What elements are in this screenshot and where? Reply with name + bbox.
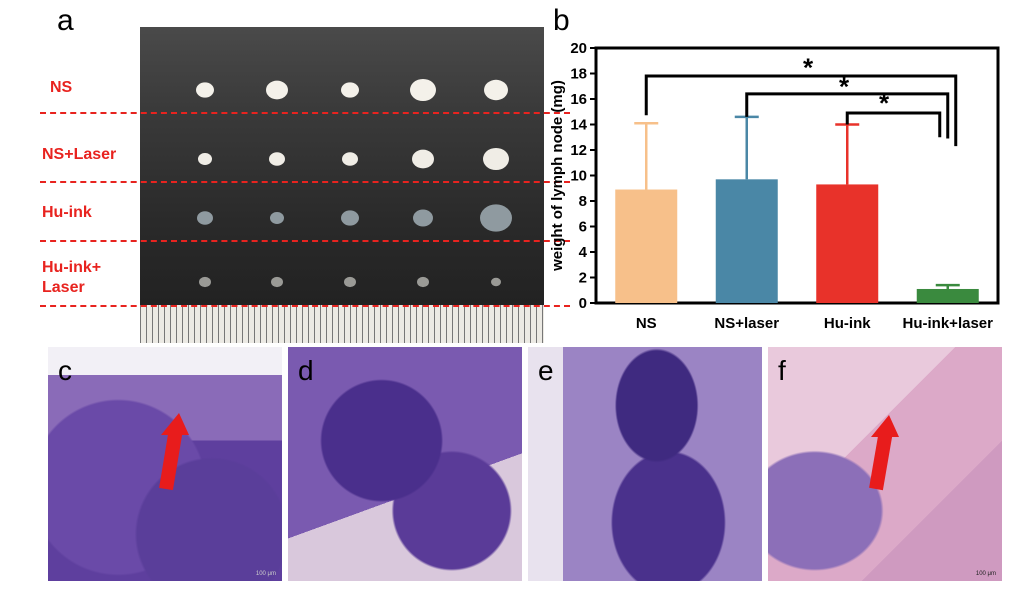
y-tick-label: 2 [579, 270, 587, 287]
panel-label-e: e [538, 355, 554, 386]
significance-star: * [839, 72, 850, 102]
lymph-node [271, 276, 283, 288]
significance-bracket [644, 74, 958, 147]
y-tick-label: 14 [570, 117, 587, 134]
panel-label-f: f [778, 355, 786, 386]
group-label-hu-ink-laser-2: Laser [42, 279, 85, 296]
lymph-node [342, 152, 358, 166]
lymph-node [270, 212, 284, 224]
lymph-node [413, 209, 433, 227]
bar-3 [916, 288, 979, 303]
panel-label-a: a [57, 4, 74, 37]
lymph-node [480, 204, 512, 232]
significance-star: * [879, 88, 890, 118]
lymph-node-samples [196, 78, 512, 288]
y-tick-label: 4 [579, 244, 588, 261]
y-tick-label: 20 [570, 40, 587, 57]
lymph-node [196, 82, 214, 98]
x-tick-label: NS+laser [714, 315, 779, 332]
lymph-node [410, 78, 436, 102]
lymph-node [197, 211, 213, 225]
lymph-node [341, 82, 359, 98]
divider-line [40, 240, 570, 242]
y-tick-label: 8 [579, 193, 587, 210]
group-label-hu-ink-laser-1: Hu-ink+ [42, 259, 102, 276]
panel-label-b: b [553, 4, 570, 37]
lymph-node [198, 153, 212, 165]
red-arrow-icon [869, 415, 899, 491]
lymph-node [484, 79, 508, 101]
bar-2 [816, 184, 879, 303]
red-arrow-icon [159, 413, 189, 491]
lymph-node [199, 276, 211, 288]
significance-bracket [745, 92, 950, 139]
divider-line [40, 181, 570, 183]
y-tick-label: 6 [579, 219, 587, 236]
group-label-ns-laser: NS+Laser [42, 146, 117, 163]
lymph-node [491, 277, 501, 287]
significance-star: * [803, 52, 814, 82]
lymph-node [412, 149, 434, 169]
divider-line [40, 112, 570, 114]
lymph-node [417, 276, 429, 288]
panel-label-c: c [58, 355, 72, 386]
x-tick-label: Hu-ink+laser [903, 315, 994, 332]
histology-panel-d: d [288, 347, 522, 581]
x-tick-label: Hu-ink [824, 315, 871, 332]
lymph-node-weight-chart: 0 2 4 6 8 10 12 14 16 18 20 weight of lymph node (m… [549, 40, 1000, 332]
y-tick-label: 0 [579, 295, 587, 312]
y-tick-label: 18 [570, 66, 587, 83]
y-tick-label: 16 [570, 91, 587, 108]
lymph-node [266, 80, 288, 100]
significance-bracket [845, 111, 942, 138]
lymph-node [483, 147, 509, 171]
ruler [140, 305, 544, 343]
y-tick-label: 10 [570, 168, 587, 185]
bar-1 [715, 179, 778, 303]
histology-panel-c: c 100 μm [48, 347, 282, 581]
y-axis-label: weight of lymph node (mg) [549, 80, 566, 272]
lymph-node [269, 152, 285, 166]
group-label-ns: NS [50, 79, 73, 96]
y-tick-label: 12 [570, 142, 587, 159]
scale-bar-label: 100 μm [255, 571, 276, 577]
panel-label-d: d [298, 355, 314, 386]
lymph-node [344, 276, 356, 288]
x-tick-label: NS [636, 315, 657, 332]
scale-bar-label: 100 μm [975, 571, 996, 577]
histology-panel-e: e [528, 347, 762, 581]
bar-0 [615, 189, 678, 303]
lymph-node-photo [140, 27, 544, 305]
group-label-hu-ink: Hu-ink [42, 204, 92, 221]
lymph-node [341, 210, 359, 226]
histology-panel-f: f 100 μm [768, 347, 1002, 581]
divider-line [40, 305, 570, 307]
